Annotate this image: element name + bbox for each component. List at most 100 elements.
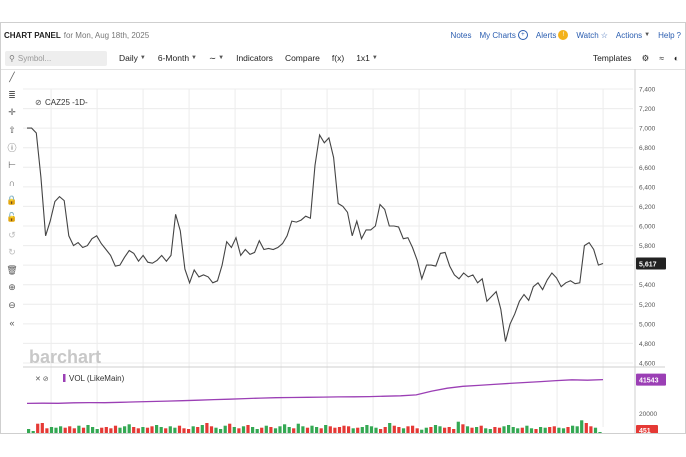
compare-button[interactable]: Compare xyxy=(284,53,320,63)
volume-bar xyxy=(470,427,474,433)
volume-bar xyxy=(118,427,122,433)
volume-bar xyxy=(49,427,54,433)
volume-bar xyxy=(63,427,67,433)
volume-bar xyxy=(566,427,570,433)
volume-bar xyxy=(411,425,415,433)
volume-bar xyxy=(456,421,460,433)
volume-bar xyxy=(191,426,195,433)
y-tick-label: 4,600 xyxy=(639,361,656,368)
volume-bar xyxy=(95,429,99,433)
collapse-icon[interactable]: « xyxy=(9,317,15,328)
chart-panel: CHART PANEL for Mon, Aug 18th, 2025 Note… xyxy=(0,22,686,434)
redo-icon[interactable]: ↻ xyxy=(8,247,16,258)
volume-bar xyxy=(379,429,383,433)
volume-bar xyxy=(593,427,598,433)
chart-type-dropdown[interactable]: ∼ ▼ xyxy=(209,53,224,64)
fx-button[interactable]: f(x) xyxy=(331,53,345,63)
volume-bar xyxy=(356,427,360,433)
volume-bar xyxy=(292,428,296,433)
volume-bar xyxy=(209,426,214,433)
volume-bar xyxy=(214,427,218,433)
y-tick-label: 5,200 xyxy=(639,302,656,309)
watch-link[interactable]: Watch ☆ xyxy=(576,30,608,40)
star-icon: ☆ xyxy=(600,30,608,40)
chevron-down-icon: ▼ xyxy=(139,55,146,61)
symbol-search-input[interactable]: ⚲ Symbol... xyxy=(5,50,107,66)
price-series-line xyxy=(27,127,604,342)
volume-bar xyxy=(580,420,584,433)
volume-bar xyxy=(374,427,378,433)
arrow-up-icon[interactable]: ⇧ xyxy=(8,124,16,135)
volume-bar xyxy=(241,426,246,433)
volume-bar xyxy=(109,428,113,433)
volume-bar xyxy=(365,425,369,433)
volume-bar xyxy=(561,428,566,433)
volume-bar xyxy=(429,427,433,433)
templates-button[interactable]: Templates xyxy=(592,53,632,63)
alert-icon: ! xyxy=(558,30,569,40)
volume-bar xyxy=(251,427,255,433)
volume-bar xyxy=(392,425,396,433)
volume-bar xyxy=(91,427,95,433)
actions-link[interactable]: Actions ▼ xyxy=(615,30,651,40)
y-tick-label: 5,000 xyxy=(639,321,656,328)
gear-icon[interactable]: ⚙ xyxy=(641,52,650,63)
alerts-link[interactable]: Alerts! xyxy=(536,30,569,40)
trendline-icon[interactable]: ╱ xyxy=(9,72,15,83)
trash-icon[interactable]: 🗑 xyxy=(6,264,18,275)
volume-bar xyxy=(150,426,154,433)
unlock-icon[interactable]: 🔓 xyxy=(6,212,18,223)
volume-bar xyxy=(301,426,305,433)
toolbar-right: Templates ⚙ ≈ ◐ xyxy=(593,47,679,69)
chevron-down-icon: ▼ xyxy=(218,55,225,61)
indicators-button[interactable]: Indicators xyxy=(236,53,273,63)
volume-bar xyxy=(516,428,520,433)
measure-icon[interactable]: ⊢ xyxy=(8,159,16,170)
volume-bar xyxy=(132,427,136,433)
volume-bar xyxy=(383,427,387,433)
period-dropdown[interactable]: 6-Month ▼ xyxy=(157,53,197,63)
info-icon[interactable]: ⓘ xyxy=(7,143,17,154)
volume-bar xyxy=(406,426,410,433)
volume-bar xyxy=(187,429,191,433)
zoom-in-icon[interactable]: ⊕ xyxy=(8,282,16,293)
undo-icon[interactable]: ↺ xyxy=(8,229,16,240)
volume-bar xyxy=(36,423,40,433)
header-links: Notes My Charts + Alerts! Watch ☆ Actions ▼… xyxy=(451,23,681,47)
volume-bar xyxy=(223,425,227,433)
price-chart[interactable]: Feb 24Mar 10Mar 24Apr 7Apr 22May 5May 19… xyxy=(23,69,683,433)
volume-bar xyxy=(305,427,310,433)
fib-icon[interactable]: ≣ xyxy=(8,89,16,100)
theme-icon[interactable]: ◐ xyxy=(673,53,679,63)
volume-bar xyxy=(520,427,524,433)
volume-bar xyxy=(113,425,118,433)
legend-swatch xyxy=(63,374,66,382)
volume-bar xyxy=(100,427,104,433)
layout-dropdown[interactable]: 1x1 ▼ xyxy=(356,53,378,63)
interval-dropdown[interactable]: Daily ▼ xyxy=(119,53,146,63)
crosshair-icon[interactable]: ✛ xyxy=(8,107,16,118)
volume-bar xyxy=(40,423,44,433)
my-charts-link[interactable]: My Charts + xyxy=(479,30,528,40)
volume-bar xyxy=(246,425,250,433)
volume-bar xyxy=(539,427,543,433)
help-link[interactable]: Help? xyxy=(658,30,681,40)
magnet-icon[interactable]: ∩ xyxy=(8,177,16,188)
notes-link[interactable]: Notes xyxy=(450,30,472,40)
volume-bar xyxy=(27,429,31,433)
volume-bar xyxy=(557,427,561,433)
volume-bar xyxy=(296,423,300,433)
volume-bar xyxy=(145,427,150,433)
zoom-out-icon[interactable]: ⊖ xyxy=(8,299,16,310)
volume-bar xyxy=(493,427,497,433)
volume-bar xyxy=(598,432,602,433)
y-tick-label: 5,800 xyxy=(639,243,656,250)
volume-bar xyxy=(415,428,419,433)
volume-bar xyxy=(237,428,241,433)
drawing-tools-sidebar: ╱ ≣ ✛ ⇧ ⓘ ⊢ ∩ 🔒 🔓 ↺ ↻ 🗑 ⊕ ⊖ « xyxy=(1,69,23,369)
lock-icon[interactable]: 🔒 xyxy=(6,194,18,205)
collapse-icon[interactable]: ≈ xyxy=(659,53,664,63)
chevron-down-icon: ▼ xyxy=(644,32,651,38)
volume-bar xyxy=(159,427,163,433)
volume-bar xyxy=(543,427,547,433)
